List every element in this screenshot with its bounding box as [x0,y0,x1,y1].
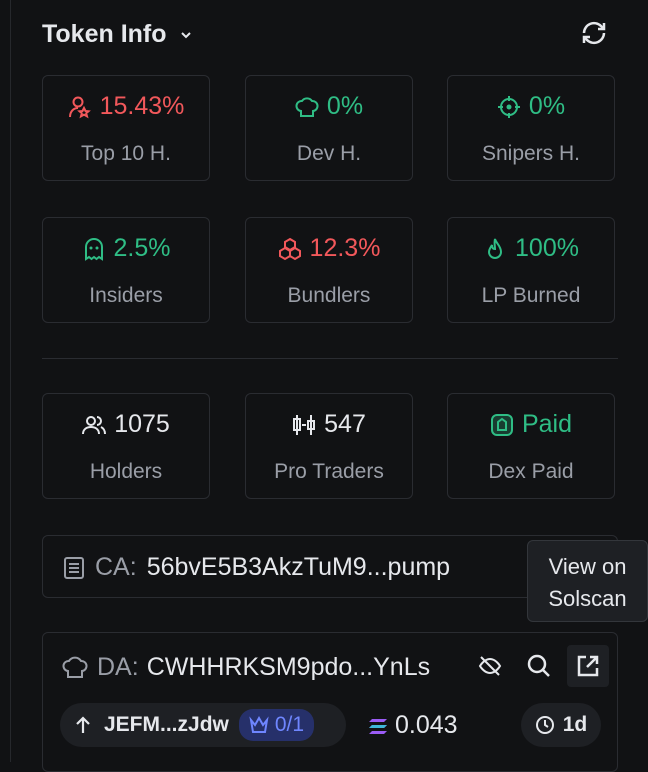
stat-value-row: 12.3% [246,234,412,263]
stat-value: Paid [521,410,573,438]
side-border [10,0,11,762]
stat-card: 0% Dev H. [245,75,413,181]
wallet: JEFM...zJdw [104,713,229,736]
stat-card: 0% Snipers H. [447,75,615,181]
badge: 0/1 [238,709,315,741]
stat-card: 15.43% Top 10 H. [42,75,210,181]
stat-value: 12.3% [309,234,381,262]
tooltip-line: Solscan [548,586,627,611]
stat-label: Bundlers [287,284,371,307]
stat-icon [82,415,107,434]
stat-icon [68,96,91,118]
stat-value-row: Paid [448,410,614,439]
arrow-icon [76,716,90,733]
ca-value: 56bvE5B3AkzTuM9...pump [146,553,451,581]
stat-label: Top 10 H. [81,142,171,165]
stat-value-row: 2.5% [43,234,209,263]
ca-label: CA: [95,553,137,581]
header[interactable]: Token Info [42,20,193,49]
ca-box[interactable]: CA: 56bvE5B3AkzTuM9...pump [42,535,618,598]
stat-card: 2.5% Insiders [42,217,210,323]
stat-label: LP Burned [481,284,581,307]
da-box: DA: CWHHRKSM9pdo...YnLs JEFM...zJdw 0/1 … [42,632,618,772]
divider [42,358,618,359]
stat-value: 15.43% [99,92,185,120]
sol-icon [369,718,387,734]
open-button[interactable] [567,645,609,687]
tooltip-line: View on [548,554,627,579]
chef-icon [62,656,88,678]
crown-icon [249,716,269,733]
stat-label: Dex Paid [488,460,574,483]
balance-value: 0.043 [395,711,458,739]
stat-icon [295,96,319,117]
stat-label: Snipers H. [481,142,581,165]
stat-icon [488,238,503,259]
da-label: DA: [97,653,139,681]
stat-value-row: 100% [448,234,614,263]
stat-card: 12.3% Bundlers [245,217,413,323]
stat-icon [497,95,520,118]
wallet-pill[interactable]: JEFM...zJdw 0/1 [60,703,346,747]
stat-value: 0% [326,92,364,120]
da-value: CWHHRKSM9pdo...YnLs [146,653,431,681]
stat-label: Pro Traders [274,460,384,483]
hide-button[interactable] [477,653,503,679]
stat-value-row: 547 [246,410,412,439]
stat-value-row: 15.43% [43,92,209,121]
stat-card: 100% LP Burned [447,217,615,323]
stat-value: 547 [324,410,366,438]
tooltip: View on Solscan [527,540,648,622]
stat-icon [293,414,316,435]
stat-icon [84,237,103,261]
age: 1d [562,713,588,736]
external-icon [577,655,599,677]
stat-label: Dev H. [296,142,362,165]
stat-label: Holders [89,460,163,483]
stat-value-row: 0% [246,92,412,121]
balance: 0.043 [367,711,458,740]
stat-value: 2.5% [113,234,171,262]
stat-value-row: 1075 [43,410,209,439]
stat-card: 547 Pro Traders [245,393,413,499]
stat-icon [278,237,301,260]
stat-value-row: 0% [448,92,614,121]
refresh-button[interactable] [580,19,608,47]
stat-value: 1075 [114,410,170,438]
chevron [180,31,191,38]
stat-icon [490,413,513,436]
stat-value: 100% [515,234,579,262]
title: Token Info [42,20,167,48]
age-pill: 1d [521,703,601,747]
stat-card: Paid Dex Paid [447,393,615,499]
stat-value: 0% [528,92,566,120]
clock-icon [535,716,554,734]
search-button[interactable] [526,653,552,679]
stat-label: Insiders [89,284,163,307]
doc-icon [64,556,84,579]
badge-value: 0/1 [274,713,305,736]
stat-card: 1075 Holders [42,393,210,499]
